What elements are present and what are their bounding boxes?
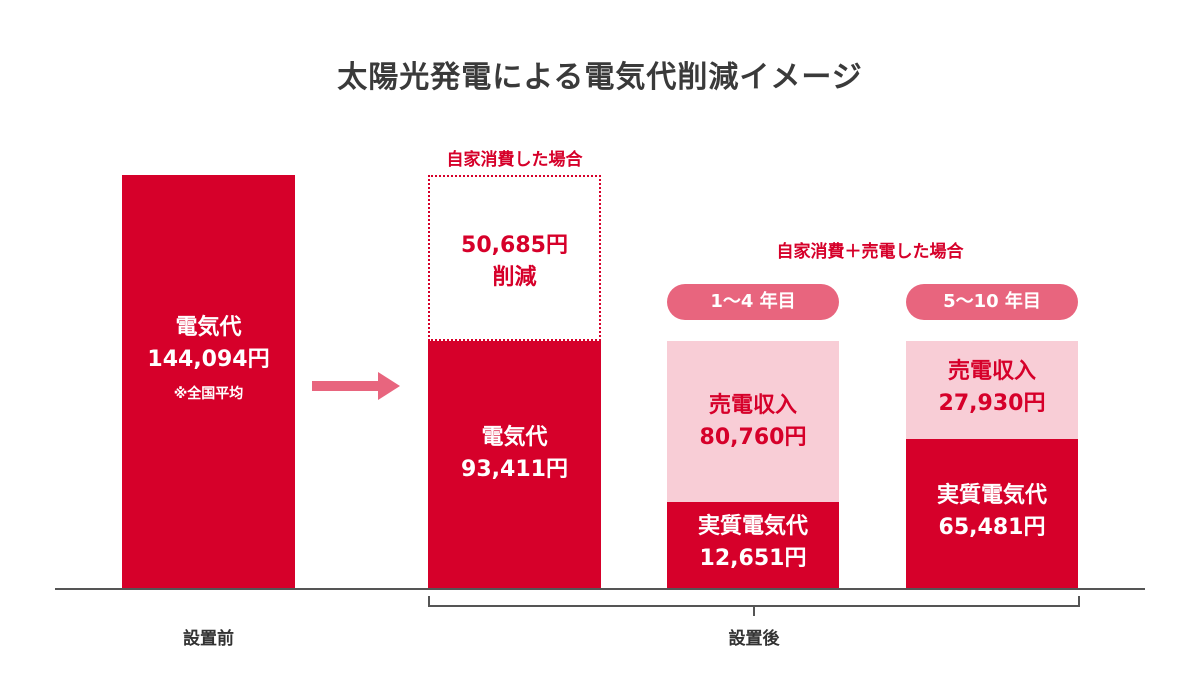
bar-1-4-income-label: 売電収入	[708, 393, 797, 418]
bar-5-10-net: 実質電気代 65,481円	[906, 439, 1078, 588]
bar-1-4-net: 実質電気代 12,651円	[667, 502, 839, 588]
bar-5-10-income: 売電収入 27,930円	[906, 341, 1078, 439]
chart-title: 太陽光発電による電気代削減イメージ	[337, 60, 863, 95]
bar-5-10-net-value: 65,481円	[938, 515, 1046, 540]
bar-self-cost-label: 電気代	[481, 425, 548, 450]
bar-1-4-net-label: 実質電気代	[697, 514, 808, 539]
bar-5-10-income-label: 売電収入	[947, 359, 1036, 384]
bar-before-value: 144,094円	[147, 347, 270, 372]
bar-before-label: 電気代	[175, 315, 242, 340]
after-bracket	[428, 596, 1080, 616]
bar-before: 電気代 144,094円 ※全国平均	[122, 175, 295, 588]
x-axis-baseline	[55, 588, 1145, 590]
bar-5-10-net-label: 実質電気代	[936, 483, 1047, 508]
caption-self: 自家消費した場合	[446, 150, 583, 170]
bar-1-4-income: 売電収入 80,760円	[667, 341, 839, 502]
bar-before-note: ※全国平均	[173, 386, 244, 402]
bar-1-4-income-value: 80,760円	[699, 425, 807, 450]
pill-5-10-years: 5〜10 年目	[906, 284, 1078, 320]
bar-self-cost: 電気代 93,411円	[428, 341, 601, 588]
bar-self-cost-value: 93,411円	[461, 457, 568, 482]
caption-sell: 自家消費＋売電した場合	[776, 242, 964, 262]
bar-self-saving-label: 削減	[492, 265, 537, 290]
bar-self-saving-value: 50,685円	[461, 233, 568, 258]
arrow-right-icon	[312, 372, 400, 400]
xlabel-after: 設置後	[728, 629, 780, 649]
bar-self-saving: 50,685円 削減	[428, 175, 601, 341]
bar-5-10-income-value: 27,930円	[938, 391, 1046, 416]
xlabel-before: 設置前	[183, 629, 234, 649]
pill-1-4-years: 1〜4 年目	[667, 284, 839, 320]
bar-1-4-net-value: 12,651円	[699, 546, 807, 571]
